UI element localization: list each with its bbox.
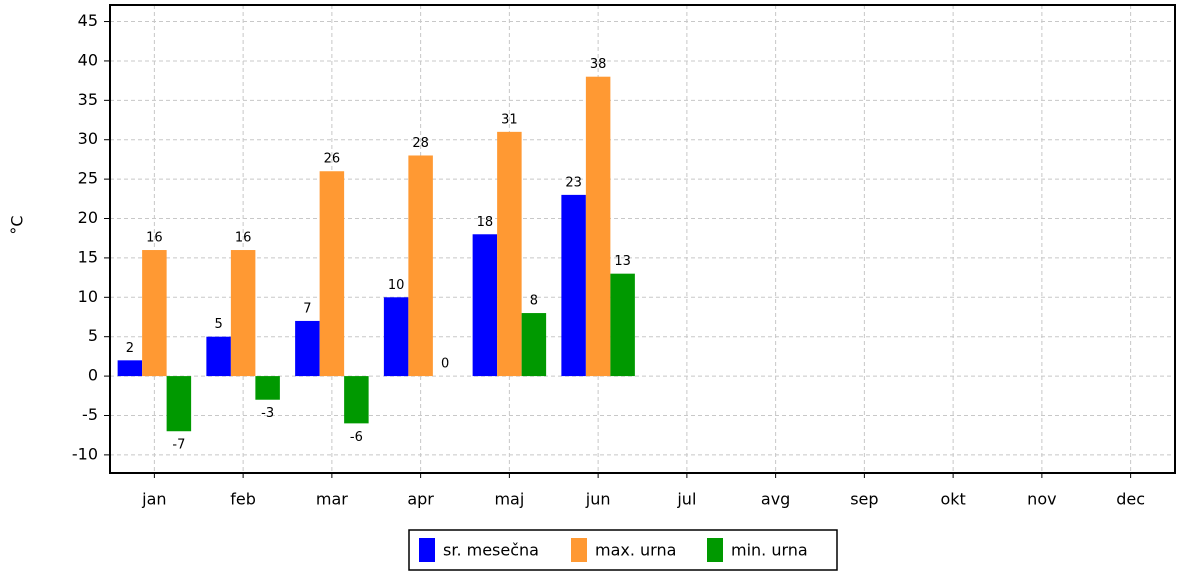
data-label: 8 [530,294,538,309]
data-label: 7 [303,301,311,316]
x-tick-label: apr [407,490,434,509]
data-label: -6 [350,430,363,445]
data-label: 18 [477,215,494,230]
bar [230,250,256,377]
bar [255,376,280,400]
bar [497,131,522,377]
legend-box [408,529,838,571]
y-tick-label: 25 [78,169,98,188]
x-tick-label: jan [141,490,166,509]
y-tick-label: -5 [82,405,98,424]
y-tick-label: 40 [78,50,98,69]
legend-swatch [707,538,723,562]
legend-label: min. urna [731,541,808,560]
data-label: 2 [126,341,134,356]
data-label: 16 [235,231,252,246]
data-label: 16 [146,231,163,246]
bar [521,313,547,377]
y-tick-label: 45 [78,11,98,30]
legend-label: sr. mesečna [443,541,539,560]
data-label: 23 [565,175,582,190]
legend-swatch [571,538,587,562]
y-tick-label: -10 [72,444,98,463]
bar [472,234,498,377]
bar [166,376,192,432]
bar [408,155,433,377]
y-tick-label: 20 [78,208,98,227]
legend-swatch [419,538,435,562]
data-label: 38 [590,57,607,72]
bar [142,250,167,377]
x-tick-label: nov [1027,490,1056,509]
data-label: -7 [172,438,185,453]
y-tick-label: 35 [78,90,98,109]
data-label: 0 [441,357,449,372]
data-label: -3 [261,406,274,421]
x-tick-label: dec [1116,490,1145,509]
y-tick-label: 0 [88,366,98,385]
x-tick-label: maj [494,490,524,509]
x-tick-label: avg [761,490,790,509]
bar [585,76,611,377]
y-tick-label: 5 [88,326,98,345]
x-tick-label: jul [676,490,696,509]
x-tick-label: jun [585,490,611,509]
y-tick-label: 30 [78,129,98,148]
y-tick-label: 15 [78,247,98,266]
data-label: 5 [214,317,222,332]
x-tick-label: okt [940,490,965,509]
data-label: 26 [324,152,341,167]
legend-label: max. urna [595,541,676,560]
data-label: 10 [388,278,405,293]
x-tick-label: sep [850,490,878,509]
y-tick-label: 10 [78,287,98,306]
bar [117,360,143,377]
bar [561,194,586,377]
data-label: 28 [412,136,429,151]
y-axis-label: °C [8,215,27,234]
bar [206,336,231,377]
bar [610,273,635,377]
x-tick-label: feb [230,490,256,509]
bar [383,297,409,377]
bar [319,171,345,377]
bar [344,376,369,424]
data-label: 31 [501,112,518,127]
data-label: 13 [614,254,631,269]
plot-frame [109,4,1176,474]
x-tick-label: mar [316,490,348,509]
bar [295,320,320,377]
